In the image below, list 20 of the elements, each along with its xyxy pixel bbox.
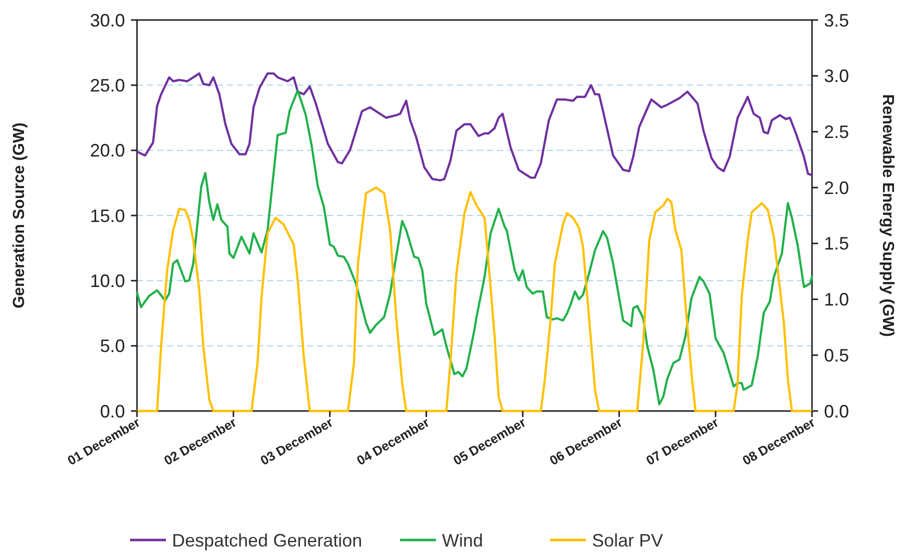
y2-tick-label: 1.0 xyxy=(824,290,850,310)
y-tick-label: 30.0 xyxy=(90,10,125,30)
legend-label: Despatched Generation xyxy=(172,530,362,550)
y-tick-label: 5.0 xyxy=(100,336,125,356)
y2-tick-label: 2.0 xyxy=(824,178,850,198)
legend-label: Solar PV xyxy=(592,530,664,550)
y-tick-label: 10.0 xyxy=(90,270,125,291)
y2-tick-label: 3.0 xyxy=(824,66,850,86)
y-axis-title: Generation Source (GW) xyxy=(11,122,28,308)
y2-tick-label: 0.0 xyxy=(824,401,850,422)
y-tick-label: 15.0 xyxy=(90,206,125,226)
y2-tick-label: 0.5 xyxy=(824,345,850,366)
y2-tick-label: 2.5 xyxy=(824,122,850,142)
y2-tick-label: 1.5 xyxy=(824,234,850,254)
y2-axis-title: Renewable Energy Supply (GW) xyxy=(879,94,896,337)
y-tick-label: 25.0 xyxy=(90,75,125,96)
legend-label: Wind xyxy=(442,530,484,550)
y-tick-label: 0.0 xyxy=(100,401,125,422)
y-tick-label: 20.0 xyxy=(90,140,125,161)
y2-tick-label: 3.5 xyxy=(824,10,850,30)
